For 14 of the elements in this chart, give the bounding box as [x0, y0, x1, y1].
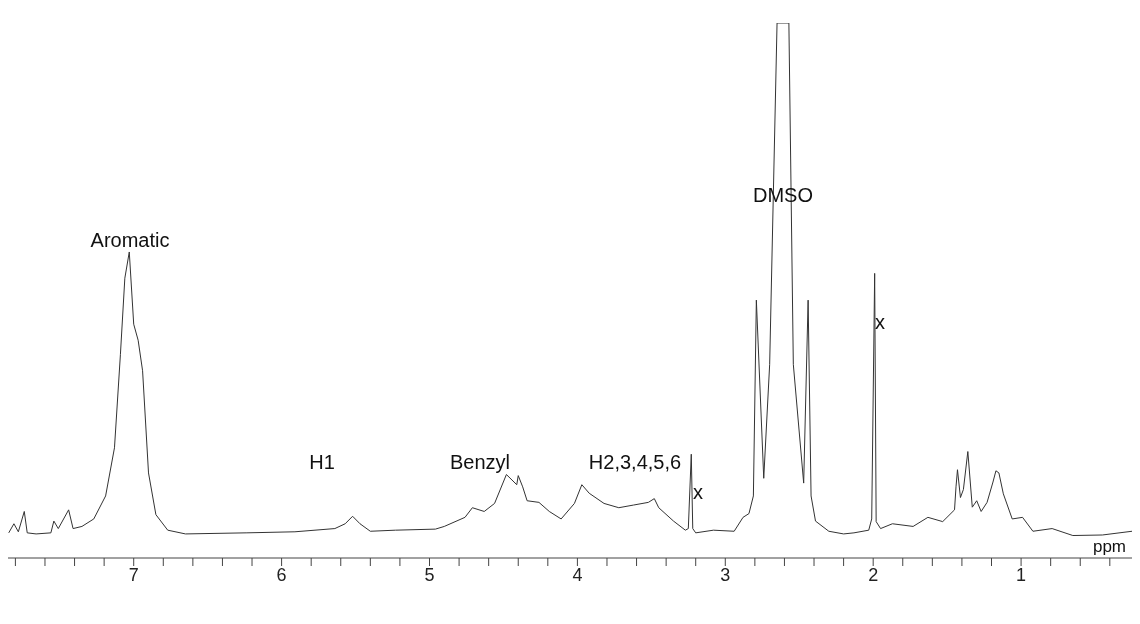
annotation: Aromatic [90, 229, 170, 251]
x-tick-label: 2 [868, 564, 879, 585]
annotation: H1 [309, 451, 335, 473]
annotation: x [875, 311, 885, 333]
x-tick-label: 1 [1016, 564, 1027, 585]
annotation: Benzyl [449, 451, 511, 473]
x-tick-label: 5 [424, 564, 435, 585]
x-axis-title: ppm [1092, 537, 1126, 556]
x-tick-label: 3 [720, 564, 731, 585]
annotation: H2,3,4,5,6 [588, 451, 682, 473]
x-tick-label: 4 [572, 564, 583, 585]
x-tick-label: 6 [276, 564, 287, 585]
x-tick-label: 7 [128, 564, 139, 585]
annotation: x [693, 481, 703, 503]
